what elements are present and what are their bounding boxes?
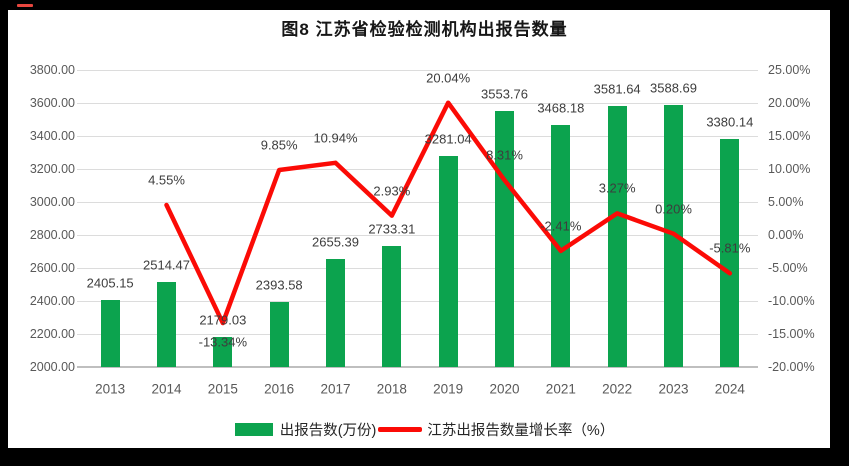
bar-2021 <box>551 124 571 367</box>
bar-value-label-2019: 3281.04 <box>424 131 472 147</box>
growth-rate-label-2022: 3.27% <box>598 180 636 196</box>
x-axis-label-2014: 2014 <box>151 381 182 397</box>
growth-rate-label-2016: 9.85% <box>260 137 298 153</box>
right-axis-tick: 25.00% <box>768 63 811 77</box>
bar-2017 <box>326 258 345 367</box>
bar-value-label-2024: 3380.14 <box>706 114 754 130</box>
bar-value-label-2016: 2393.58 <box>255 277 303 293</box>
x-axis-label-2023: 2023 <box>658 381 689 397</box>
growth-rate-label-2024: -5.81% <box>709 240 751 256</box>
x-axis-label-2016: 2016 <box>264 381 295 397</box>
legend-item-reports: 出报告数(万份) <box>234 419 377 440</box>
gridline <box>77 333 758 335</box>
bar-2014 <box>157 282 176 367</box>
chart-title: 图8 江苏省检验检测机构出报告数量 <box>281 20 568 39</box>
black-border-bottom <box>0 448 849 466</box>
x-axis-label-2022: 2022 <box>602 381 633 397</box>
line-series-label: 江苏出报告数量增长率（%） <box>427 423 615 439</box>
growth-rate-label-2014: 4.55% <box>148 172 185 188</box>
bar-series-swatch-icon <box>234 423 273 436</box>
bar-2016 <box>269 302 289 367</box>
right-axis-tick: -20.00% <box>768 360 815 374</box>
left-axis-tick: 2800.00 <box>29 228 75 242</box>
gridline <box>77 234 758 236</box>
bar-value-label-2013: 2405.15 <box>86 275 134 291</box>
right-axis-tick: 5.00% <box>768 195 804 209</box>
bar-2015 <box>213 337 233 367</box>
black-border-left <box>0 0 8 466</box>
left-axis-tick: 2200.00 <box>29 327 75 341</box>
legend-item-growth-rate: 江苏出报告数量增长率（%） <box>378 419 614 440</box>
left-axis-tick: 3000.00 <box>29 195 75 209</box>
x-axis-label-2020: 2020 <box>489 381 520 397</box>
bar-series-label: 出报告数(万份) <box>279 423 377 439</box>
x-axis-label-2018: 2018 <box>376 381 407 397</box>
x-axis-label-2024: 2024 <box>714 381 745 397</box>
growth-rate-label-2023: 0.20% <box>655 201 692 217</box>
bar-2023 <box>664 104 683 367</box>
bar-2022 <box>607 106 627 367</box>
gridline <box>77 69 758 71</box>
black-border-right <box>830 0 849 466</box>
right-axis-tick: 20.00% <box>768 96 811 110</box>
x-axis-label-2015: 2015 <box>207 381 238 397</box>
bar-value-label-2015: 2179.03 <box>199 312 247 328</box>
right-axis-tick: -10.00% <box>768 294 815 308</box>
bar-value-label-2020: 3553.76 <box>481 86 528 102</box>
growth-rate-label-2015: -13.34% <box>198 334 248 350</box>
x-axis-label-2021: 2021 <box>545 381 576 397</box>
bar-value-label-2018: 2733.31 <box>368 221 416 237</box>
gridline <box>77 168 758 170</box>
x-axis-label-2013: 2013 <box>95 381 126 397</box>
bar-2018 <box>382 246 402 367</box>
right-axis-tick: 0.00% <box>768 228 804 242</box>
left-axis-tick: 3800.00 <box>29 63 75 77</box>
right-axis-tick: -15.00% <box>768 327 815 341</box>
growth-rate-label-2019: 20.04% <box>426 70 471 86</box>
growth-rate-label-2020: 8.31% <box>486 147 523 163</box>
left-axis-tick: 2600.00 <box>29 261 75 275</box>
gridline <box>77 300 758 302</box>
right-axis-tick: 15.00% <box>768 129 811 143</box>
x-axis-line <box>77 366 758 368</box>
left-axis-tick: 2000.00 <box>29 360 75 374</box>
bar-value-label-2017: 2655.39 <box>312 234 359 250</box>
growth-rate-label-2018: 2.93% <box>373 183 411 199</box>
right-axis-tick: 10.00% <box>768 162 811 176</box>
bar-value-label-2014: 2514.47 <box>143 257 190 273</box>
gridline <box>77 102 758 104</box>
x-axis-label-2017: 2017 <box>320 381 351 397</box>
right-axis-tick: -5.00% <box>768 261 808 275</box>
bar-value-label-2023: 3588.69 <box>650 80 697 96</box>
growth-rate-label-2017: 10.94% <box>313 130 358 146</box>
growth-rate-label-2021: -2.41% <box>540 218 582 234</box>
legend: 出报告数(万份) 江苏出报告数量增长率（%） <box>0 419 849 440</box>
red-annotation-mark <box>17 4 33 7</box>
bar-value-label-2021: 3468.18 <box>537 100 585 116</box>
left-axis-tick: 3200.00 <box>29 162 75 176</box>
bar-value-label-2022: 3581.64 <box>593 81 641 97</box>
bar-2013 <box>100 300 120 367</box>
left-axis-tick: 2400.00 <box>29 294 75 308</box>
left-axis-tick: 3400.00 <box>29 129 75 143</box>
black-border-top <box>0 0 849 10</box>
gridline <box>77 135 758 137</box>
bar-2019 <box>438 155 458 367</box>
left-axis-tick: 3600.00 <box>29 96 75 110</box>
x-axis-label-2019: 2019 <box>433 381 464 397</box>
line-series-swatch-icon <box>378 427 423 432</box>
